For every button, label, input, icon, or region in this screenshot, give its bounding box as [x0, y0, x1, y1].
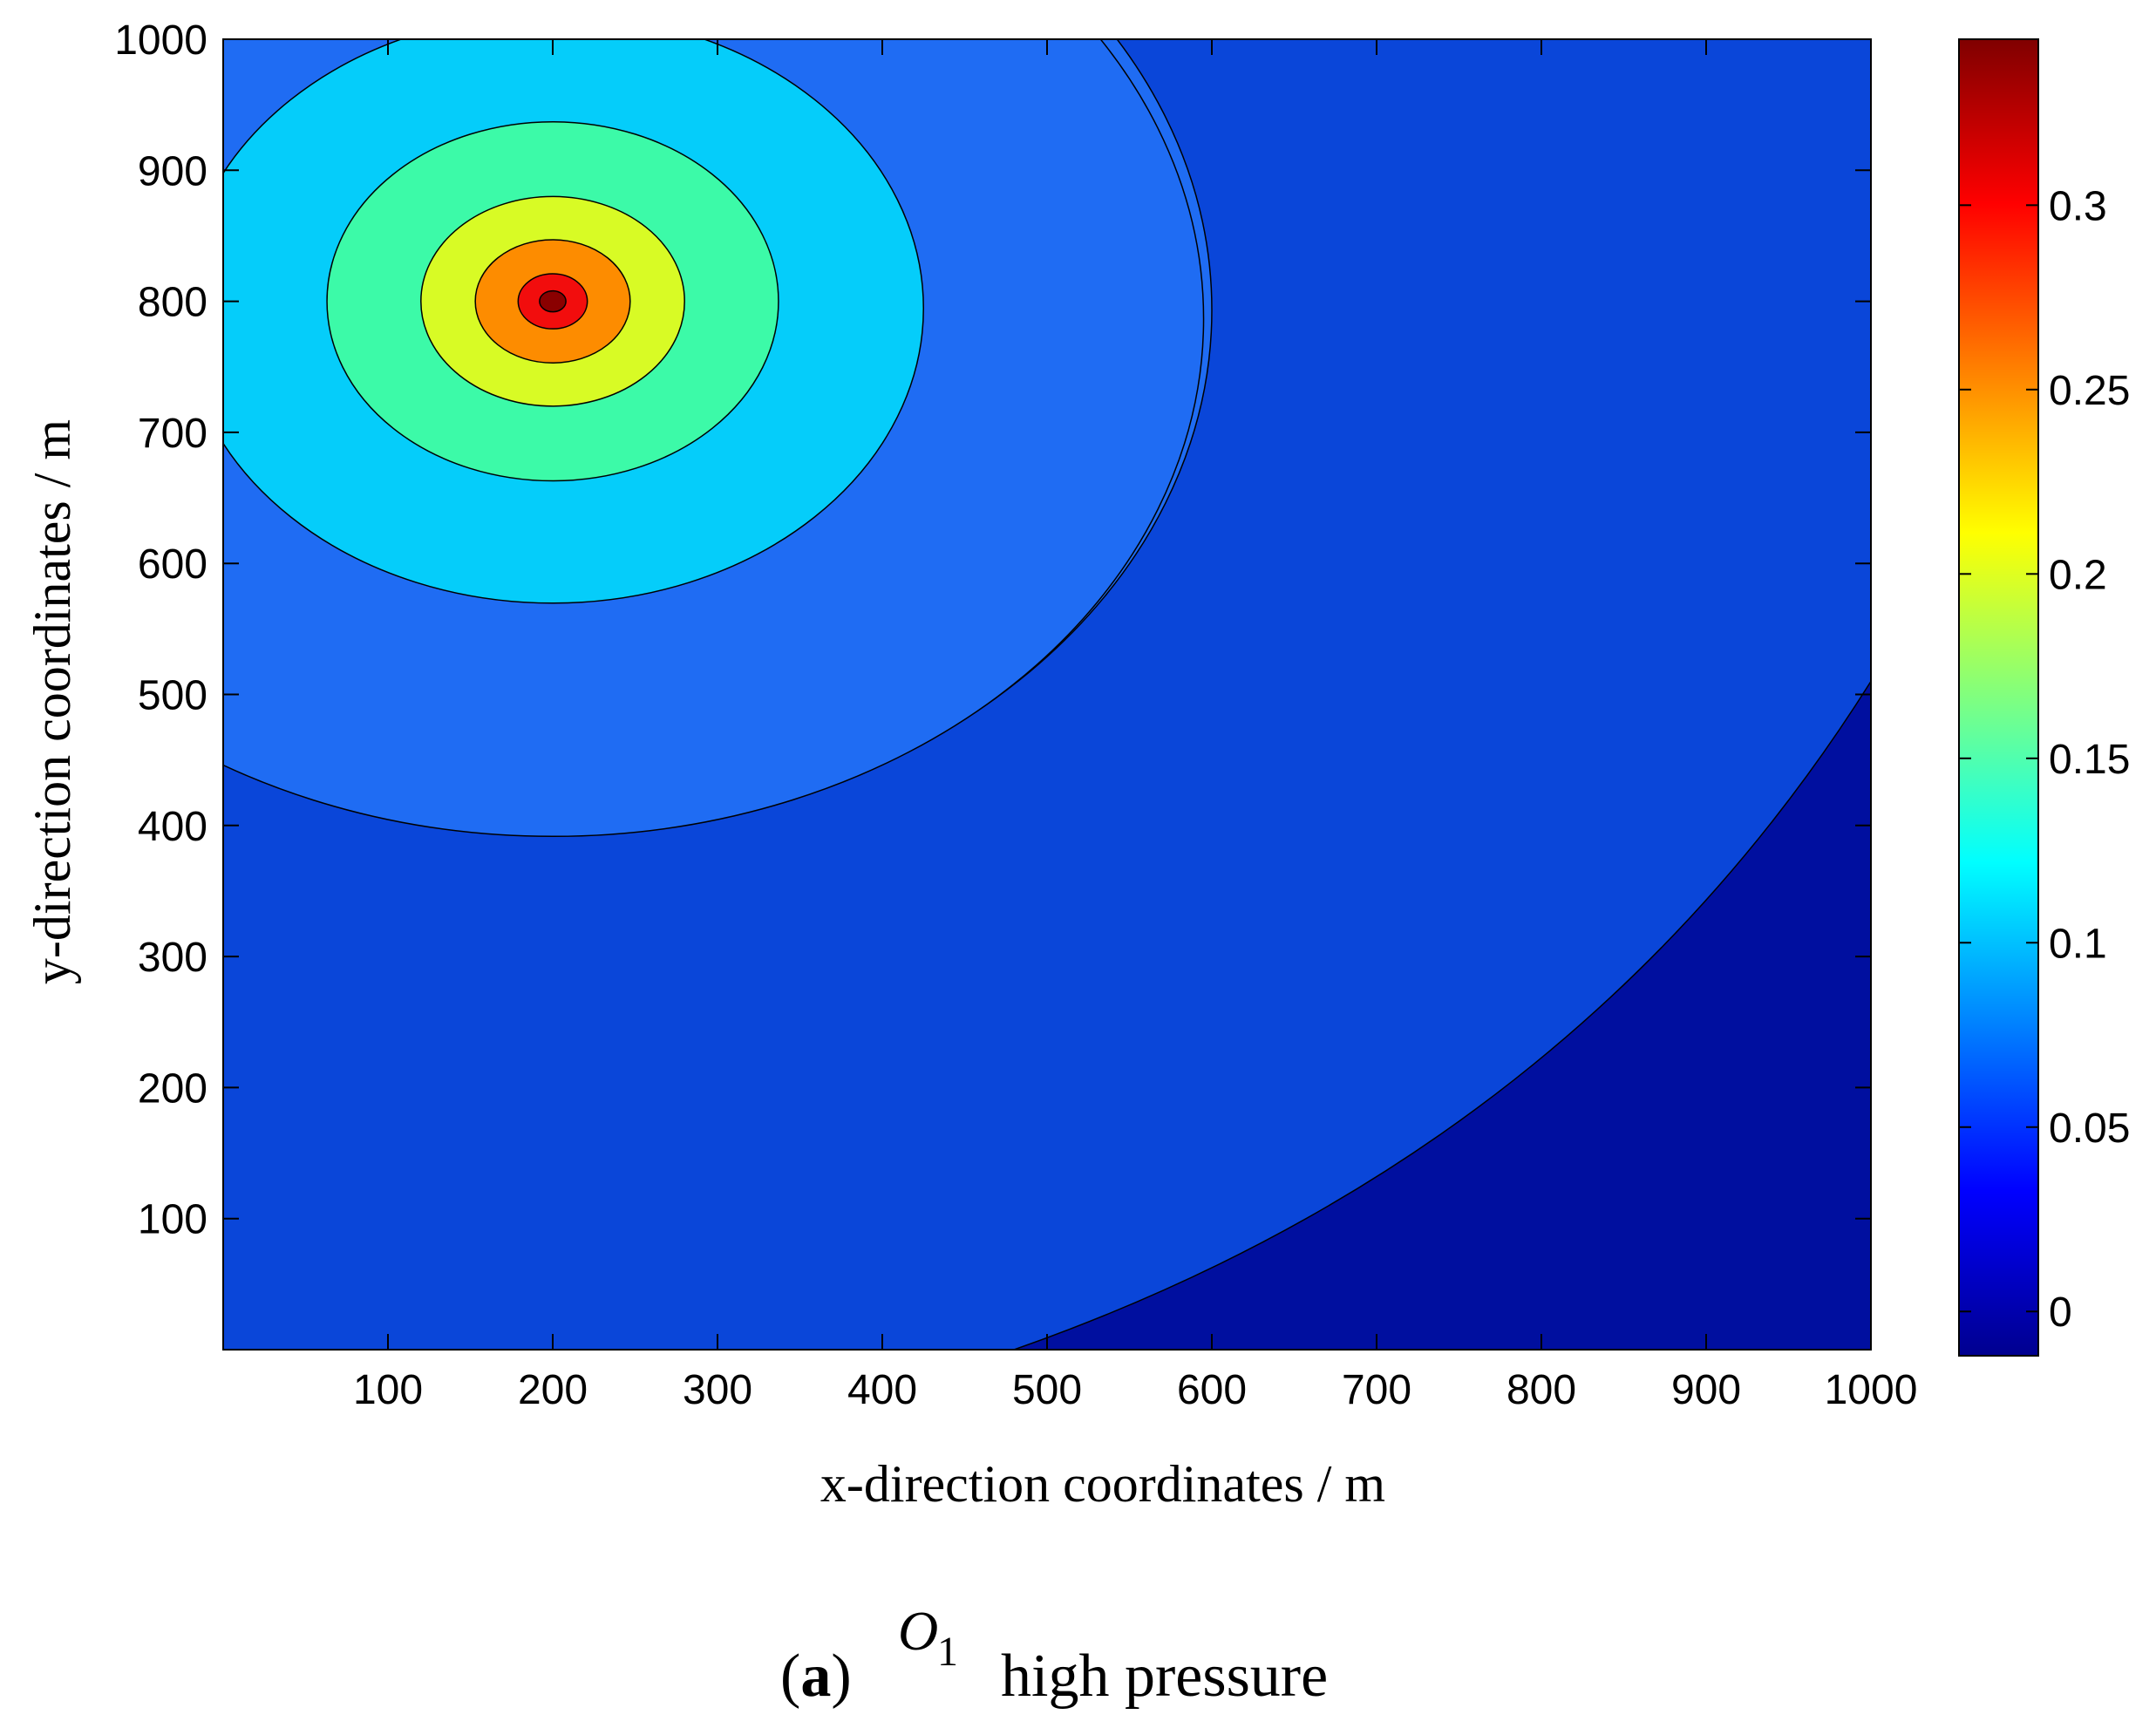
x-tick-label: 500	[1012, 1367, 1082, 1413]
y-tick-label: 500	[138, 673, 207, 719]
caption-symbol-subscript: 1	[937, 1629, 958, 1675]
y-tick-label: 300	[138, 935, 207, 981]
contour-region-level-0	[1013, 680, 1871, 1350]
x-tick-label: 700	[1342, 1367, 1411, 1413]
y-tick-label: 100	[138, 1197, 207, 1243]
contour-region-level-8	[539, 289, 567, 313]
y-tick-label: 700	[138, 411, 207, 457]
contour-plot-area	[222, 38, 1872, 1351]
colorbar-tick-label: 0.3	[2049, 183, 2107, 229]
colorbar-gradient	[1958, 38, 2039, 1357]
caption-text: high pressure	[1001, 1643, 1328, 1710]
contour-fills	[223, 39, 1871, 1350]
x-tick-label: 1000	[1825, 1367, 1918, 1413]
x-axis-title: x-direction coordinates / m	[820, 1455, 1385, 1513]
x-tick-label: 600	[1177, 1367, 1247, 1413]
caption-paren-close: )	[831, 1643, 851, 1710]
y-tick-label: 400	[138, 804, 207, 850]
y-axis-title: y-direction coordinates / m	[24, 419, 81, 984]
caption-label: (a)	[780, 1643, 852, 1710]
colorbar-tick-label: 0.1	[2049, 921, 2107, 967]
figure-caption: (a) O 1 high pressure	[780, 1600, 1328, 1710]
colorbar-tick-label: 0	[2049, 1289, 2072, 1336]
y-tick-label: 900	[138, 148, 207, 194]
x-tick-label: 800	[1506, 1367, 1576, 1413]
x-axis: 100 200 300 400 500 600 700 800 900 1000	[353, 39, 1917, 1413]
caption-letter: a	[800, 1643, 831, 1710]
colorbar-tick-label: 0.05	[2049, 1106, 2130, 1152]
x-tick-label: 400	[847, 1367, 917, 1413]
colorbar-tick-label: 0.15	[2049, 737, 2130, 783]
y-tick-label: 800	[138, 280, 207, 326]
x-tick-label: 300	[683, 1367, 752, 1413]
x-tick-label: 200	[518, 1367, 588, 1413]
colorbar-tick-label: 0.25	[2049, 368, 2130, 414]
y-tick-label: 600	[138, 541, 207, 588]
x-tick-label: 900	[1671, 1367, 1741, 1413]
colorbar: 0 0.05 0.1 0.15 0.2 0.25 0.3	[1958, 38, 2130, 1357]
caption-symbol: O	[898, 1600, 938, 1662]
caption-paren-open: (	[780, 1643, 800, 1710]
y-tick-label: 200	[138, 1065, 207, 1112]
colorbar-ticks: 0 0.05 0.1 0.15 0.2 0.25 0.3	[1959, 183, 2130, 1336]
y-axis: 100 200 300 400 500 600 700 800 900 1000	[114, 17, 1871, 1243]
colorbar-tick-label: 0.2	[2049, 552, 2107, 598]
y-tick-label: 1000	[114, 17, 207, 64]
x-tick-label: 100	[353, 1367, 423, 1413]
